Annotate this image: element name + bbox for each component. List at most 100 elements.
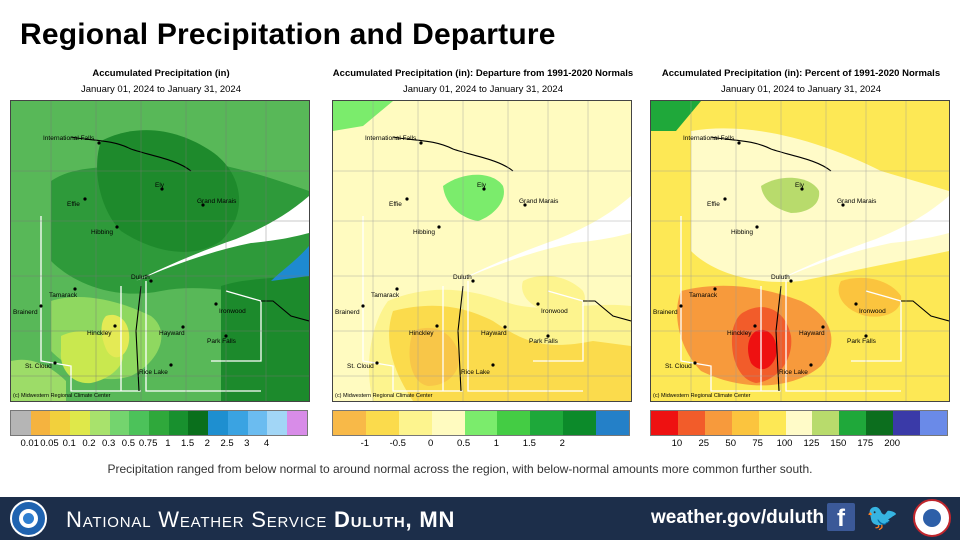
- label-park-falls: Park Falls: [847, 338, 877, 345]
- label-effie: Effie: [389, 201, 402, 208]
- legend-swatch: [109, 411, 130, 435]
- label-brainerd: Brainerd: [653, 309, 678, 316]
- summary-caption: Precipitation ranged from below normal t…: [107, 462, 813, 476]
- legend-tick-label: 100: [776, 438, 793, 449]
- label-effie: Effie: [707, 201, 720, 208]
- label-rice-lake: Rice Lake: [779, 369, 808, 376]
- precipitation-map: International Falls Effie Ely Grand Mara…: [10, 100, 310, 402]
- percent-legend: [650, 410, 948, 436]
- legend-swatch: [168, 411, 189, 435]
- legend-tick-label: 75: [752, 438, 763, 449]
- label-hinckley: Hinckley: [727, 330, 752, 337]
- label-ely: Ely: [477, 182, 487, 189]
- legend-swatch: [464, 411, 498, 435]
- legend-swatch: [11, 411, 31, 435]
- label-effie: Effie: [67, 201, 80, 208]
- label-duluth: Duluth: [771, 274, 790, 281]
- legend-swatch: [227, 411, 248, 435]
- copyright-text: (c) Midwestern Regional Climate Center: [13, 393, 111, 399]
- legend-swatch: [731, 411, 759, 435]
- legend-tick-label: 0.3: [102, 438, 116, 449]
- legend-swatch: [50, 411, 71, 435]
- facebook-icon[interactable]: f: [827, 503, 855, 532]
- noaa-logo-icon: [10, 500, 47, 537]
- legend-swatch: [129, 411, 150, 435]
- website-link[interactable]: weather.gov/duluth: [651, 507, 825, 528]
- label-hayward: Hayward: [159, 330, 185, 337]
- departure-map: International Falls Effie Ely Grand Mara…: [332, 100, 632, 402]
- legend-tick-label: 125: [803, 438, 820, 449]
- legend-tick-label: -1: [360, 438, 370, 449]
- legend-swatch: [188, 411, 209, 435]
- departure-legend: [332, 410, 630, 436]
- legend-tick-label: 200: [884, 438, 901, 449]
- legend-swatch: [70, 411, 90, 435]
- panel-date-range: January 01, 2024 to January 31, 2024: [720, 84, 882, 95]
- label-hayward: Hayward: [799, 330, 825, 337]
- label-ely: Ely: [795, 182, 805, 189]
- legend-tick-label: 1.5: [522, 438, 536, 449]
- office-name: National Weather Service Duluth, MN: [66, 507, 455, 533]
- label-ironwood: Ironwood: [859, 308, 886, 315]
- legend-swatch: [497, 411, 531, 435]
- label-st-cloud: St. Cloud: [665, 363, 692, 370]
- office-prefix: National Weather Service: [66, 507, 328, 532]
- label-international-falls: International Falls: [43, 135, 95, 142]
- label-ely: Ely: [155, 182, 165, 189]
- precipitation-legend: [10, 410, 308, 436]
- label-rice-lake: Rice Lake: [461, 369, 490, 376]
- legend-tick-label: 175: [857, 438, 874, 449]
- legend-ticks: -1 -0.5 0 0.5 1 1.5 2: [332, 438, 628, 452]
- label-grand-marais: Grand Marais: [197, 198, 237, 205]
- legend-swatch: [866, 411, 894, 435]
- legend-tick-label: 0.2: [82, 438, 96, 449]
- legend-swatch: [89, 411, 110, 435]
- legend-swatch: [812, 411, 840, 435]
- legend-tick-label: 0: [428, 438, 434, 449]
- legend-swatch: [920, 411, 947, 435]
- legend-swatch: [431, 411, 465, 435]
- legend-tick-label: 2: [559, 438, 565, 449]
- panel-accumulated-precipitation: Accumulated Precipitation (in) January 0…: [2, 68, 320, 464]
- legend-swatch: [333, 411, 366, 435]
- panel-percent-of-normal: Accumulated Precipitation (in): Percent …: [642, 68, 960, 464]
- legend-tick-label: 4: [263, 438, 270, 449]
- office-location: Duluth, MN: [334, 507, 456, 532]
- footer-banner: National Weather Service Duluth, MN weat…: [0, 497, 960, 540]
- label-park-falls: Park Falls: [207, 338, 237, 345]
- legend-tick-label: 2.5: [220, 438, 234, 449]
- legend-tick-label: 0.01: [20, 438, 39, 449]
- legend-tick-label: 10: [671, 438, 683, 449]
- label-ironwood: Ironwood: [541, 308, 568, 315]
- legend-tick-label: -0.5: [389, 438, 406, 449]
- legend-tick-label: 0.5: [456, 438, 471, 449]
- label-hibbing: Hibbing: [91, 229, 113, 236]
- label-duluth: Duluth: [453, 274, 472, 281]
- label-park-falls: Park Falls: [529, 338, 559, 345]
- label-international-falls: International Falls: [365, 135, 417, 142]
- legend-swatch: [785, 411, 813, 435]
- legend-swatch: [758, 411, 786, 435]
- map-svg: International Falls Effie Ely Grand Mara…: [11, 101, 309, 401]
- label-ironwood: Ironwood: [219, 308, 246, 315]
- legend-tick-label: 1.5: [180, 438, 195, 449]
- copyright-text: (c) Midwestern Regional Climate Center: [335, 393, 433, 399]
- legend-swatch: [530, 411, 564, 435]
- label-hinckley: Hinckley: [409, 330, 434, 337]
- legend-swatch: [839, 411, 867, 435]
- legend-tick-label: 1: [165, 438, 171, 449]
- legend-swatch: [398, 411, 432, 435]
- panel-date-range: January 01, 2024 to January 31, 2024: [402, 84, 564, 95]
- panel-departure-from-normal: Accumulated Precipitation (in): Departur…: [324, 68, 642, 464]
- label-tamarack: Tamarack: [49, 292, 78, 299]
- label-tamarack: Tamarack: [689, 292, 718, 299]
- legend-swatch: [596, 411, 629, 435]
- copyright-text: (c) Midwestern Regional Climate Center: [653, 393, 751, 399]
- legend-tick-label: 25: [698, 438, 710, 449]
- legend-swatch: [247, 411, 268, 435]
- twitter-icon[interactable]: 🐦: [866, 502, 899, 532]
- legend-ticks: 0.01 0.05 0.1 0.2 0.3 0.5 0.75 1 1.5 2 2.5 3 4: [10, 438, 306, 452]
- legend-swatch: [563, 411, 596, 435]
- label-st-cloud: St. Cloud: [347, 363, 374, 370]
- legend-tick-label: 0.05: [40, 438, 59, 449]
